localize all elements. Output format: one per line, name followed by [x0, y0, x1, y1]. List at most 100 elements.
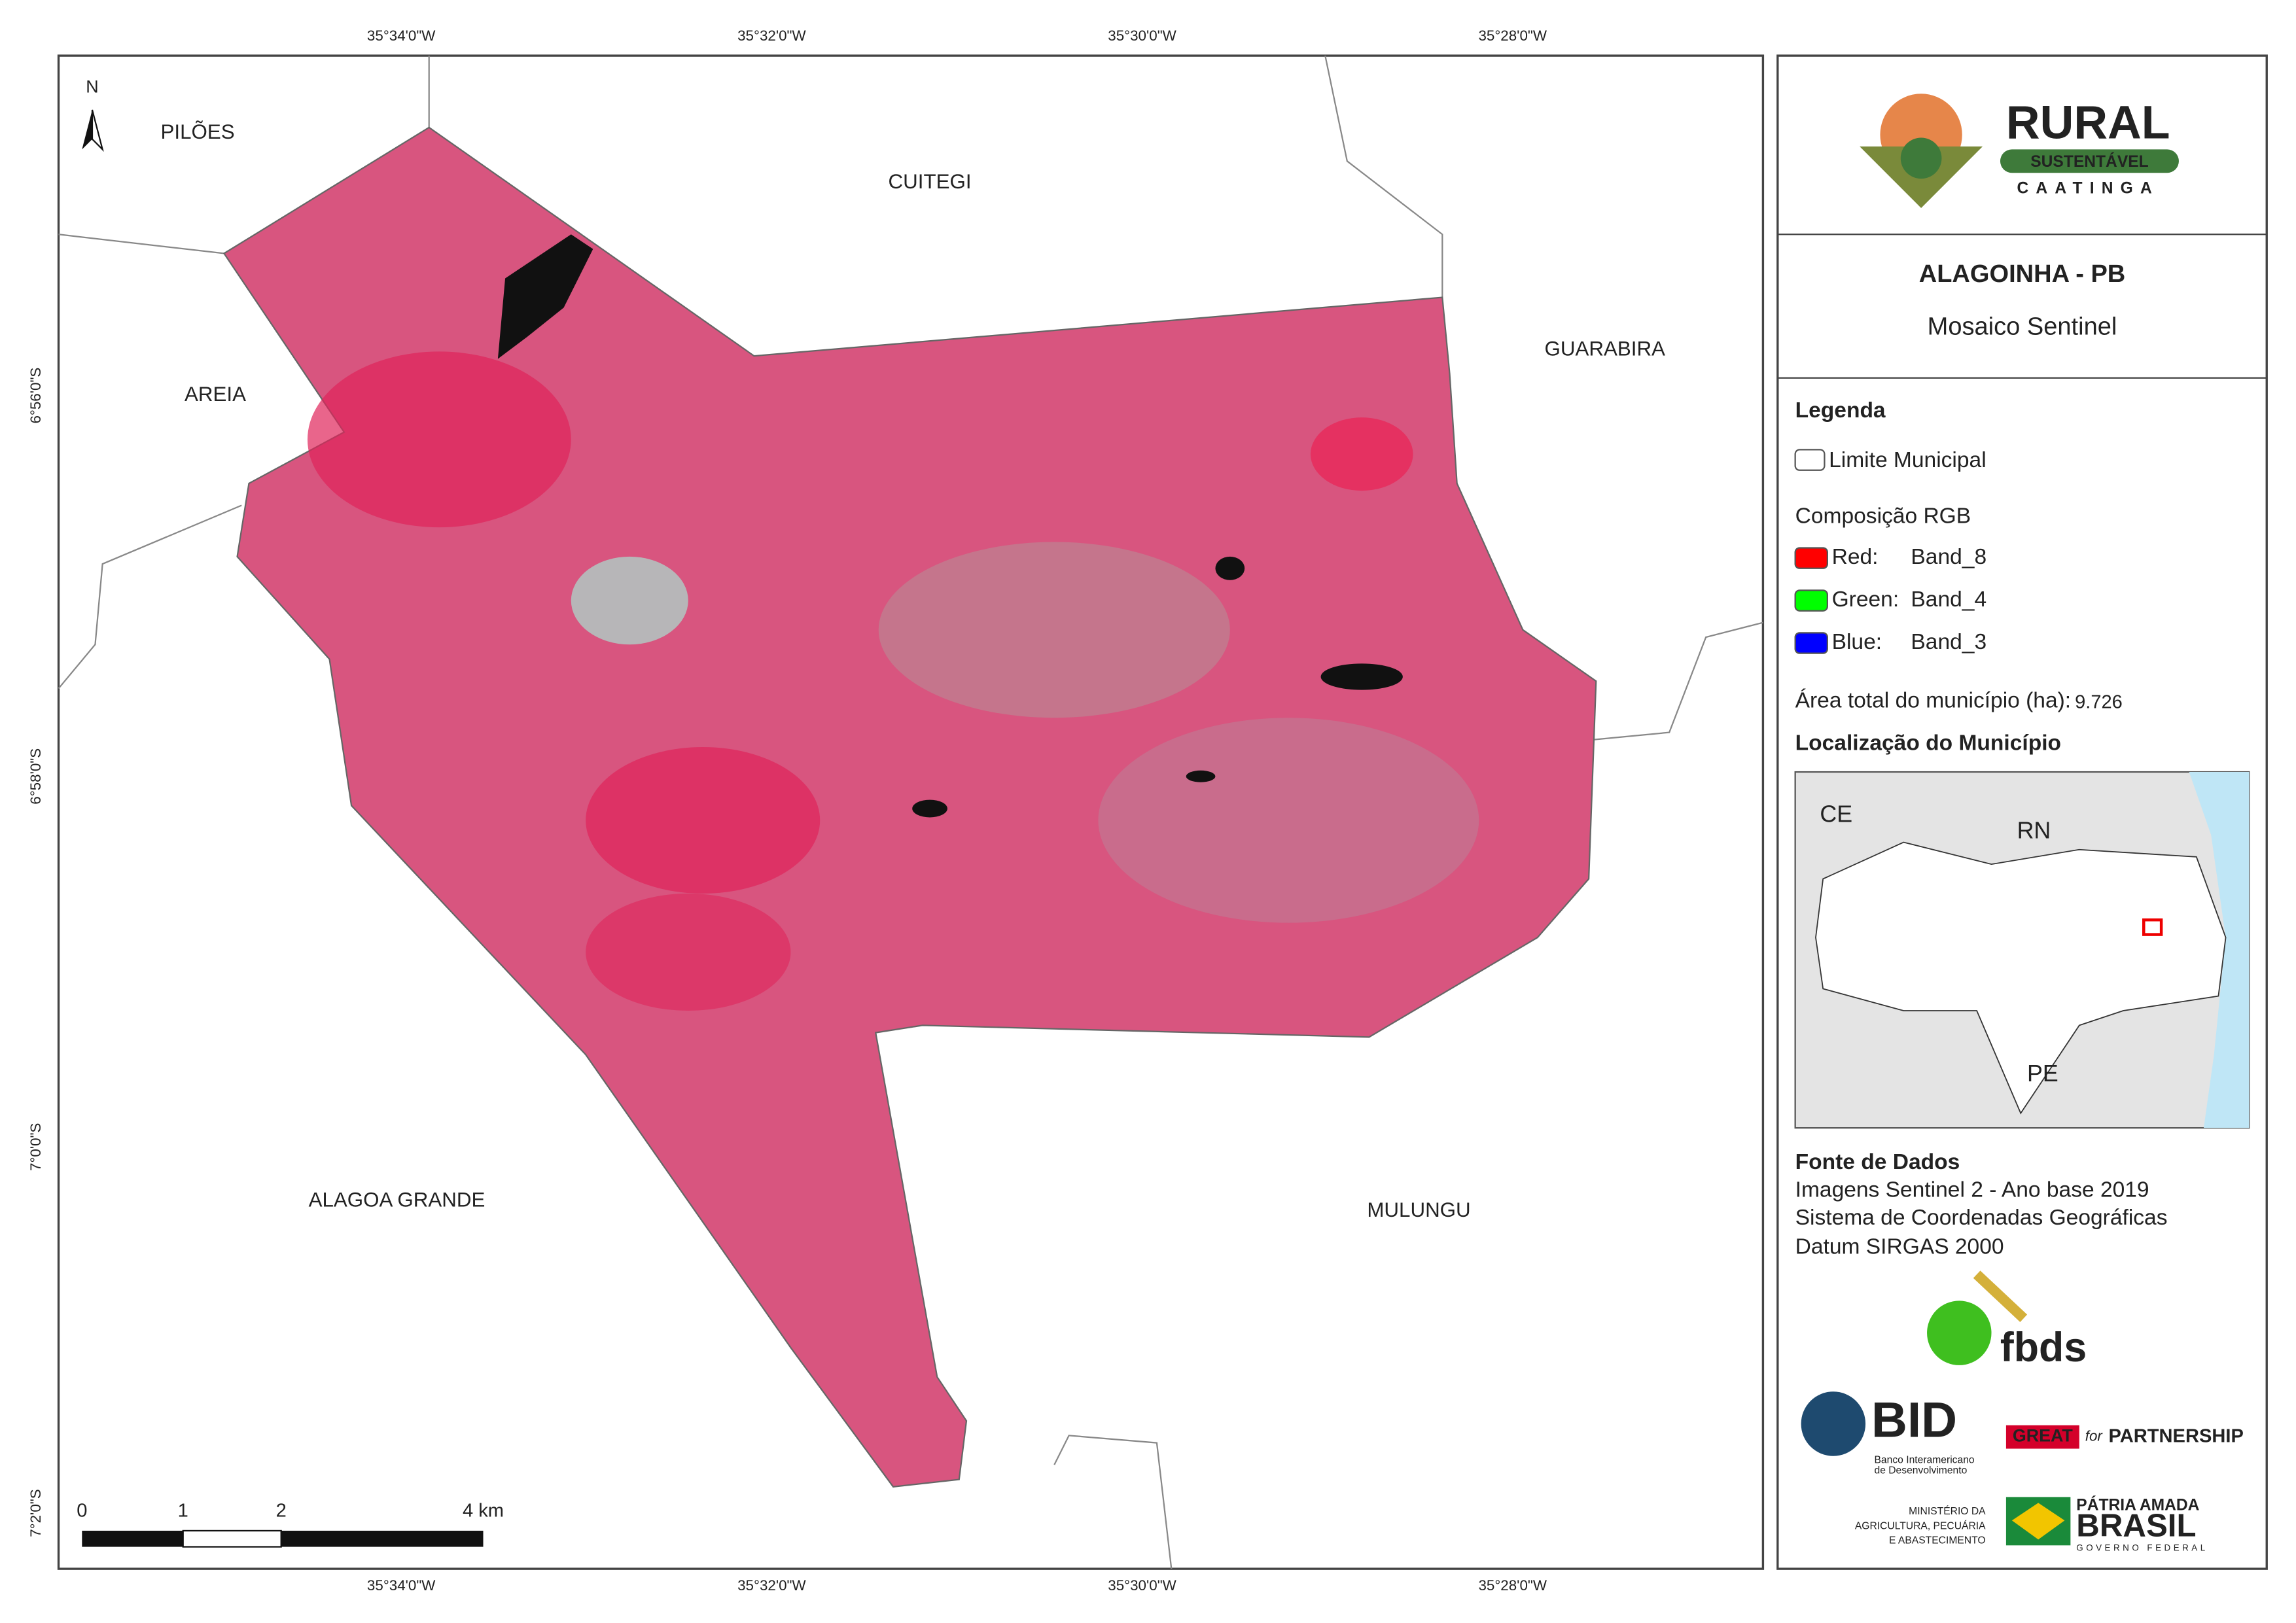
band-name: Band_4	[1911, 587, 1987, 612]
band-swatch	[1794, 547, 1828, 569]
brasil-top: PÁTRIA AMADA	[2076, 1495, 2199, 1514]
reservoir	[1215, 556, 1245, 580]
coord-label: 6°58'0"S	[27, 748, 44, 805]
boundary	[58, 234, 224, 254]
scale-label: 0	[77, 1501, 87, 1522]
coord-label: 35°30'0"W	[1108, 27, 1176, 44]
imagery-patches	[307, 234, 1479, 1011]
logo-region: CAATINGA	[2017, 179, 2159, 197]
coord-label: 35°32'0"W	[737, 1577, 806, 1594]
area-label: Área total do município (ha):	[1795, 688, 2072, 712]
fbds-ball	[1927, 1300, 1992, 1365]
scale-label: 1	[178, 1501, 188, 1522]
scale-segment	[182, 1529, 282, 1548]
source-line: Sistema de Coordenadas Geográficas	[1795, 1206, 2168, 1230]
legend-label: Limite Municipal	[1829, 448, 1987, 472]
vegetation	[307, 351, 571, 528]
ministry-text: MINISTÉRIO DA	[1909, 1505, 1986, 1517]
scale-bar	[82, 1529, 484, 1548]
legend-title: Legenda	[1795, 398, 1886, 423]
brasil-gov: GOVERNO FEDERAL	[2076, 1543, 2208, 1552]
fbds-bar	[1973, 1270, 2028, 1322]
vegetation	[586, 893, 791, 1011]
scale-segment	[281, 1530, 484, 1547]
source-line: Datum SIRGAS 2000	[1795, 1235, 2004, 1259]
place-label: GUARABIRA	[1544, 337, 1665, 360]
ocean	[2189, 772, 2250, 1128]
source-line: Imagens Sentinel 2 - Ano base 2019	[1795, 1178, 2149, 1202]
municipality	[222, 126, 1597, 1488]
band-channel: Blue:	[1832, 630, 1882, 654]
partner-icons	[1801, 1270, 2079, 1546]
coord-label: 7°0'0"S	[27, 1123, 44, 1171]
fbds-logo: fbds	[2000, 1325, 2087, 1370]
reservoir	[1320, 663, 1403, 690]
bid-logo: BID	[1871, 1393, 1957, 1448]
sources-title: Fonte de Dados	[1795, 1150, 1960, 1174]
location-map	[1794, 771, 2250, 1129]
coord-label: 6°56'0"S	[27, 368, 44, 424]
logo-sub: SUSTENTÁVEL	[2030, 152, 2148, 171]
panel-subtitle: Mosaico Sentinel	[1928, 313, 2117, 341]
band-swatch	[1794, 589, 1828, 612]
bid-icon	[1801, 1391, 1866, 1456]
tree	[1900, 137, 1942, 179]
place-label: PILÕES	[161, 120, 235, 143]
reservoir	[497, 234, 593, 359]
urban-area	[571, 556, 688, 645]
vegetation	[1310, 417, 1413, 491]
legend-label: Composição RGB	[1795, 504, 1971, 528]
scale-label: 2	[276, 1501, 287, 1522]
panel-title: ALAGOINHA - PB	[1919, 260, 2126, 288]
place-label: ALAGOA GRANDE	[309, 1188, 486, 1211]
vegetation	[586, 746, 821, 894]
reservoir	[912, 799, 947, 818]
place-label: MULUNGU	[1367, 1198, 1470, 1221]
coord-label: 35°34'0"W	[367, 27, 436, 44]
reservoir	[1186, 770, 1216, 782]
boundary	[58, 504, 242, 689]
boundary	[1324, 55, 1443, 298]
north-label: N	[86, 77, 98, 96]
place-label: CUITEGI	[889, 170, 972, 193]
brasil-logo: BRASIL	[2076, 1507, 2196, 1543]
fields	[1098, 718, 1479, 923]
municipality-locator	[2142, 918, 2163, 936]
band-channel: Red:	[1832, 545, 1879, 569]
coord-label: 35°32'0"W	[737, 27, 806, 44]
great-box	[2005, 1425, 2079, 1449]
boundary-swatch	[1794, 449, 1826, 471]
place-label: AREIA	[185, 383, 246, 406]
band-name: Band_3	[1911, 630, 1987, 654]
band-channel: Green:	[1832, 587, 1899, 612]
area-value: 9.726	[2075, 691, 2123, 712]
ministry-text: E ABASTECIMENTO	[1889, 1535, 1986, 1546]
state-label: RN	[2017, 817, 2051, 843]
bid-text: Banco Interamericano	[1874, 1455, 1974, 1466]
coord-label: 35°30'0"W	[1108, 1577, 1176, 1594]
scale-segment	[82, 1530, 183, 1547]
brasil-diamond	[2011, 1503, 2065, 1540]
ministry-text: AGRICULTURA, PECUÁRIA	[1855, 1519, 1986, 1531]
coord-label: 35°28'0"W	[1478, 1577, 1547, 1594]
paraiba	[1815, 841, 2227, 1115]
logo-pill	[2000, 149, 2179, 173]
band-name: Band_8	[1911, 545, 1987, 569]
great-logo: GREAT	[2013, 1426, 2074, 1446]
state-label: PE	[2027, 1060, 2058, 1087]
logo-name: RURAL	[2006, 96, 2170, 148]
state-label: CE	[1820, 801, 1852, 828]
coord-label: 35°34'0"W	[367, 1577, 436, 1594]
scale-label: 4 km	[463, 1501, 504, 1522]
band-swatch	[1794, 632, 1828, 654]
boundary	[1053, 1435, 1173, 1569]
coord-label: 7°2'0"S	[27, 1489, 44, 1537]
neighbor-boundaries	[58, 55, 1763, 1569]
arrow-right	[91, 109, 104, 152]
great-for: for	[2085, 1428, 2104, 1444]
boundary	[1593, 621, 1763, 741]
location-title: Localização do Município	[1795, 731, 2061, 755]
great-partner: PARTNERSHIP	[2109, 1425, 2244, 1446]
bid-text: de Desenvolvimento	[1874, 1465, 1967, 1476]
